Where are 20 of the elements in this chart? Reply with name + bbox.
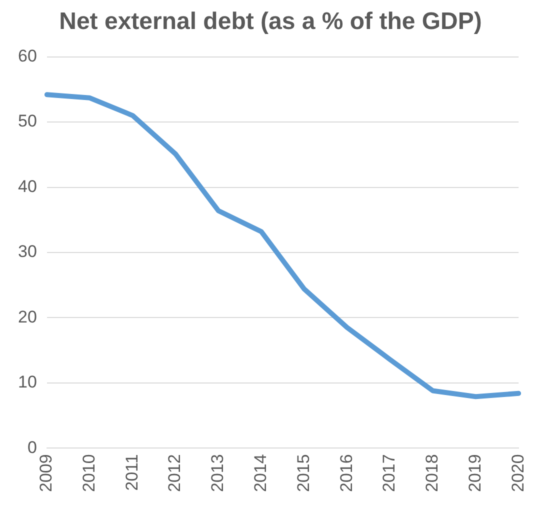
y-tick-label: 20 <box>18 307 37 326</box>
y-tick-label: 30 <box>18 242 37 262</box>
y-tick-label: 60 <box>18 46 37 66</box>
x-tick-label: 2019 <box>465 454 484 492</box>
x-tick-label: 2011 <box>122 454 142 491</box>
x-tick-label: 2020 <box>508 454 528 492</box>
chart-title: Net external debt (as a % of the GDP) <box>59 8 482 36</box>
x-tick-label: 2012 <box>165 454 184 492</box>
x-tick-label: 2010 <box>79 454 98 492</box>
x-tick-label: 2014 <box>251 454 270 492</box>
x-tick-label: 2017 <box>380 454 399 492</box>
x-tick-label: 2015 <box>294 454 313 492</box>
x-tick-label: 2013 <box>208 454 228 492</box>
x-tick-label: 2018 <box>422 454 442 492</box>
y-tick-label: 10 <box>18 372 37 392</box>
x-tick-label: 2016 <box>336 454 356 492</box>
y-tick-label: 0 <box>27 438 37 457</box>
y-tick-label: 50 <box>18 112 37 131</box>
y-tick-label: 40 <box>18 176 37 196</box>
x-tick-label: 2009 <box>36 454 56 492</box>
